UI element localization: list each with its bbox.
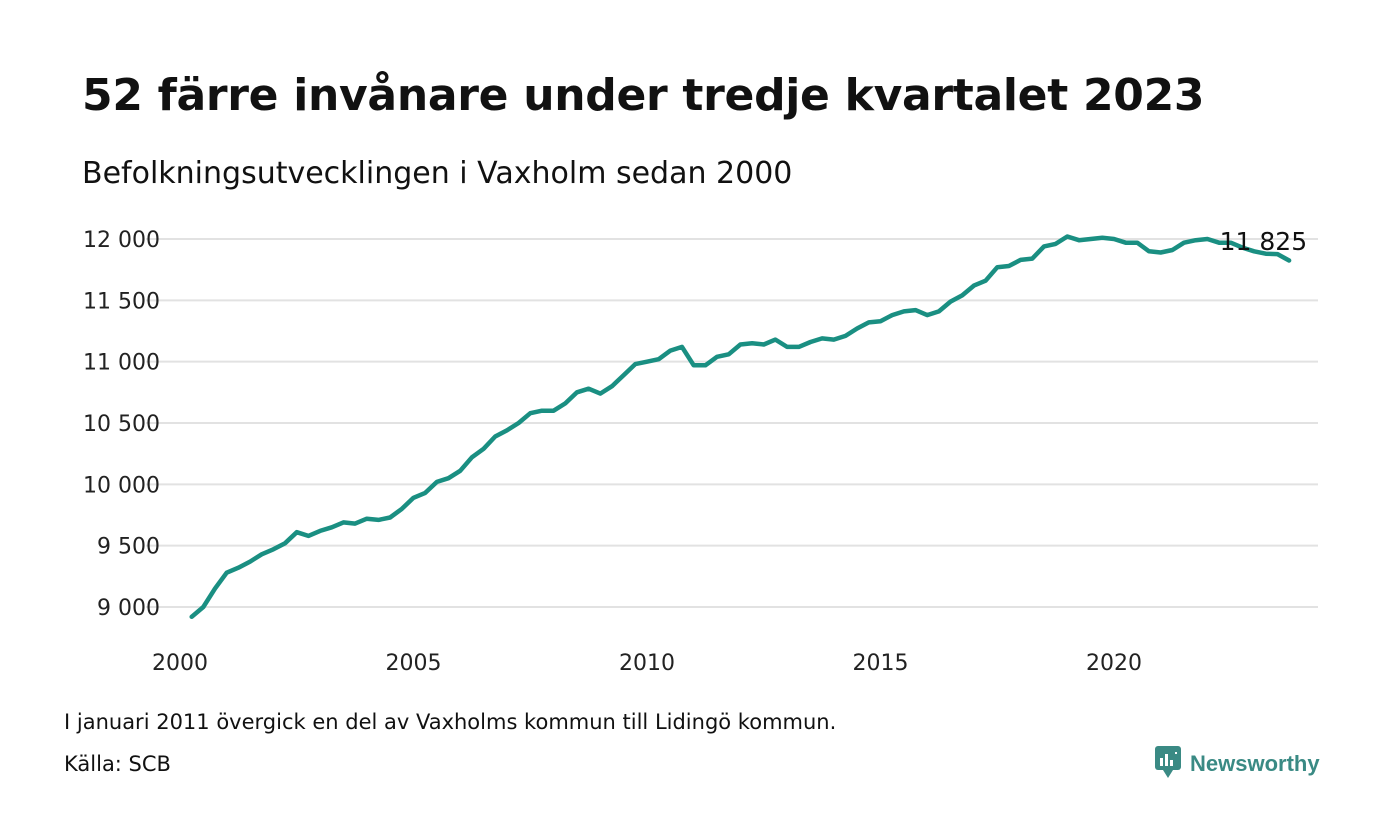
- source-note: Källa: SCB: [64, 752, 171, 776]
- y-tick-label: 12 000: [83, 228, 160, 253]
- brand-name: Newsworthy: [1190, 751, 1320, 776]
- x-axis-ticks: 2000 2005 2010 2015 2020: [152, 651, 1142, 676]
- x-tick-label: 2010: [619, 651, 675, 676]
- chart-title: 52 färre invånare under tredje kvartalet…: [82, 70, 1205, 121]
- x-tick-label: 2005: [386, 651, 442, 676]
- x-tick-label: 2000: [152, 651, 208, 676]
- newsworthy-icon: [1154, 745, 1182, 783]
- chart-subtitle: Befolkningsutvecklingen i Vaxholm sedan …: [82, 156, 793, 191]
- footnote: I januari 2011 övergick en del av Vaxhol…: [64, 710, 837, 734]
- y-tick-label: 10 000: [83, 473, 160, 498]
- end-value-label: 11 825: [1220, 227, 1307, 256]
- y-tick-label: 10 500: [83, 412, 160, 437]
- label-layer: 11 825: [1220, 227, 1307, 256]
- y-tick-label: 11 500: [83, 289, 160, 314]
- series-layer: [189, 234, 1292, 620]
- y-tick-label: 9 500: [97, 535, 160, 560]
- y-tick-label: 9 000: [97, 596, 160, 621]
- y-axis-ticks: 9 000 9 500 10 000 10 500 11 000 11 500 12 000: [83, 228, 160, 621]
- y-tick-label: 11 000: [83, 351, 160, 376]
- gridlines: [146, 238, 1318, 608]
- x-tick-label: 2015: [853, 651, 909, 676]
- x-tick-label: 2020: [1086, 651, 1142, 676]
- brand-logo: Newsworthy: [1154, 745, 1320, 783]
- series-line: [189, 234, 1292, 620]
